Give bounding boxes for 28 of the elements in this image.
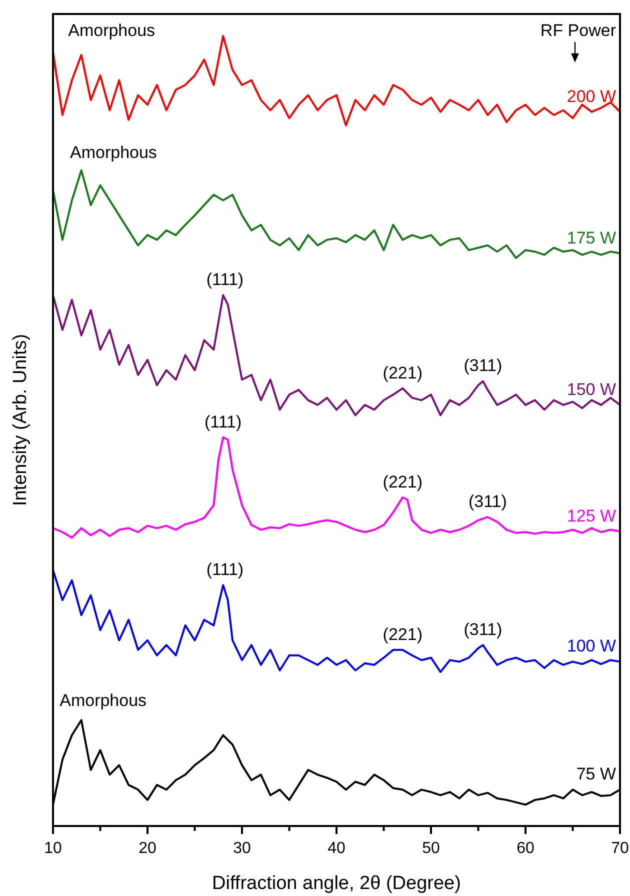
series-label: 150 W [566,380,616,399]
annotation: (111) [206,270,244,290]
annotation: Amorphous [70,143,157,162]
annotation: Amorphous [60,691,147,710]
x-tick-label: 20 [138,840,156,857]
series-label: 75 W [576,764,616,784]
annotation: (311) [464,620,502,640]
series-label: 100 W [566,636,616,656]
annotation: (111) [206,560,244,580]
x-tick-label: 40 [328,840,346,857]
annotation: (311) [464,356,502,376]
annotation: (111) [204,412,242,432]
x-tick-label: 60 [516,840,534,857]
x-tick-label: 30 [233,840,251,857]
series-label: 200 W [566,86,616,106]
series-label: 125 W [566,506,616,526]
x-tick-label: 50 [422,840,440,857]
annotation: (221) [382,363,422,382]
annotation: (221) [382,624,422,644]
x-tick-label: 70 [611,840,629,857]
x-tick-label: 10 [44,840,62,857]
x-axis-title: Diffraction angle, 2θ (Degree) [212,873,461,894]
annotation: Amorphous [68,21,156,40]
series-label: 175 W [566,228,616,248]
annotation: RF Power [540,21,616,40]
y-axis-title: Intensity (Arb. Units) [10,334,31,506]
annotation: (311) [468,492,507,512]
annotation: (221) [382,472,422,492]
